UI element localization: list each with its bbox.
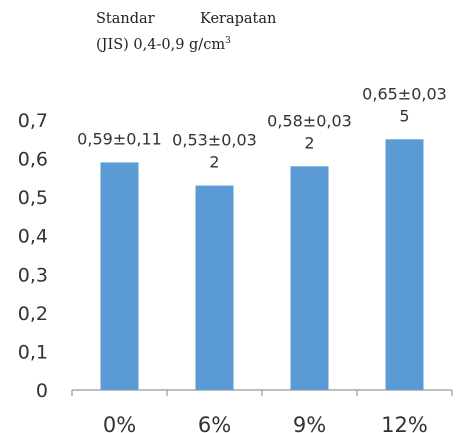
bar-6pct <box>195 185 234 390</box>
y-tick-label: 0,5 <box>18 187 48 209</box>
density-standard-note: Standar Kerapatan (JIS) 0,4-0,9 g/cm3 <box>96 8 276 56</box>
y-tick-label: 0,7 <box>18 110 48 132</box>
y-tick-label: 0,2 <box>18 303 48 325</box>
y-tick-label: 0,3 <box>18 264 48 286</box>
data-label: 5 <box>399 106 409 125</box>
y-tick-label: 0 <box>36 380 48 402</box>
y-tick-label: 0,1 <box>18 341 48 363</box>
data-label: 0,65±0,03 <box>362 84 447 103</box>
data-label: 0,53±0,03 <box>172 131 257 150</box>
bar-9pct <box>290 166 329 390</box>
data-label: 2 <box>304 133 314 152</box>
data-label: 0,59±0,11 <box>77 129 162 148</box>
bar-0pct <box>100 162 139 390</box>
data-label: 0,58±0,03 <box>267 111 352 130</box>
y-tick-label: 0,6 <box>18 149 48 171</box>
bar-12pct <box>385 139 424 390</box>
note-unit-exponent: 3 <box>225 36 231 46</box>
x-category-label: 12% <box>381 413 428 433</box>
y-tick-label: 0,4 <box>18 226 48 248</box>
x-category-label: 6% <box>198 413 231 433</box>
x-category-label: 0% <box>103 413 136 433</box>
data-label: 2 <box>209 153 219 172</box>
note-range: (JIS) 0,4-0,9 g/cm <box>96 36 226 53</box>
note-word-standar: Standar <box>96 11 155 27</box>
note-word-kerapatan: Kerapatan <box>200 11 277 27</box>
x-category-label: 9% <box>293 413 326 433</box>
